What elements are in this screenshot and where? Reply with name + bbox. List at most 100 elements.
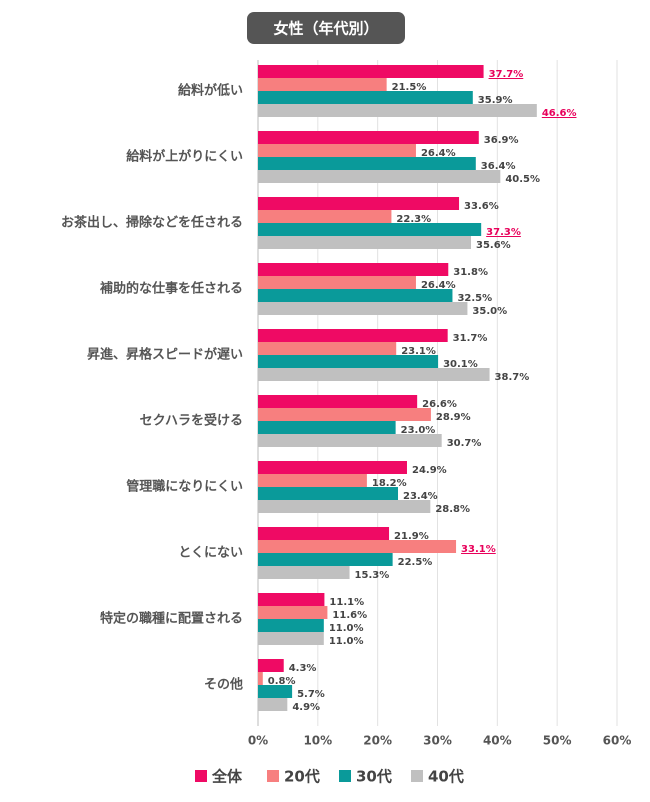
value-label: 0.8%	[268, 676, 296, 687]
title-box	[247, 12, 405, 44]
value-label: 22.5%	[398, 557, 433, 568]
bar	[258, 527, 390, 540]
value-label: 22.3%	[396, 214, 431, 225]
value-label: 4.3%	[289, 663, 317, 674]
legend-swatch	[267, 770, 279, 782]
category-label: とくにない	[178, 546, 243, 561]
bar	[258, 434, 442, 447]
bar	[258, 540, 457, 553]
bar	[258, 342, 397, 355]
value-label: 11.1%	[329, 597, 364, 608]
bar	[258, 170, 501, 183]
bar	[258, 395, 418, 408]
value-label: 38.7%	[495, 372, 530, 383]
bar	[258, 461, 407, 474]
value-label: 18.2%	[372, 478, 407, 489]
x-tick-label: 20%	[363, 734, 392, 748]
value-label: 24.9%	[412, 465, 447, 476]
bar	[258, 144, 416, 157]
bar	[258, 698, 288, 711]
value-label: 37.7%	[489, 69, 524, 80]
category-label: 給料が低い	[178, 83, 243, 99]
value-label: 35.9%	[478, 95, 513, 106]
category-label: 補助的な仕事を任される	[99, 281, 243, 297]
chart-title: 女性（年代別）	[273, 20, 378, 38]
value-label: 11.0%	[329, 623, 364, 634]
value-label: 11.0%	[329, 636, 364, 647]
legend-swatch	[411, 770, 423, 782]
bar	[258, 606, 328, 619]
bar	[258, 408, 431, 421]
x-tick-label: 10%	[303, 734, 332, 748]
category-label: 昇進、昇格スピードが遅い	[87, 347, 243, 363]
value-label: 21.5%	[392, 82, 427, 93]
value-label: 35.0%	[472, 306, 507, 317]
value-label: 23.1%	[401, 346, 436, 357]
value-label: 26.4%	[421, 148, 456, 159]
bar	[258, 131, 479, 144]
category-label: 管理職になりにくい	[126, 479, 243, 495]
value-label: 26.6%	[422, 399, 457, 410]
value-label: 11.6%	[332, 610, 367, 621]
bar	[258, 421, 396, 434]
bar	[258, 223, 482, 236]
x-tick-label: 30%	[423, 734, 452, 748]
bar	[258, 474, 367, 487]
bar	[258, 157, 476, 170]
bar	[258, 329, 448, 342]
category-label: セクハラを受ける	[140, 413, 243, 429]
value-label: 28.9%	[436, 412, 471, 423]
legend-label: 30代	[356, 768, 392, 786]
value-label: 23.0%	[401, 425, 436, 436]
value-label: 30.1%	[443, 359, 478, 370]
value-label: 30.7%	[447, 438, 482, 449]
value-label: 26.4%	[421, 280, 456, 291]
bar	[258, 632, 324, 645]
value-label: 28.8%	[435, 504, 470, 515]
bar	[258, 368, 490, 381]
legend-label: 全体	[211, 768, 243, 786]
bar	[258, 276, 416, 289]
bar	[258, 672, 263, 685]
value-label: 23.4%	[403, 491, 438, 502]
value-label: 35.6%	[476, 240, 511, 251]
value-label: 31.7%	[453, 333, 488, 344]
value-label: 15.3%	[355, 570, 390, 581]
value-label: 40.5%	[505, 174, 540, 185]
value-label: 33.1%	[461, 544, 496, 555]
category-label: お茶出し、掃除などを任される	[61, 215, 243, 231]
bar	[258, 263, 449, 276]
bar	[258, 210, 392, 223]
bar	[258, 659, 284, 672]
bar	[258, 685, 293, 698]
bar	[258, 236, 472, 249]
value-label: 36.4%	[481, 161, 516, 172]
bar	[258, 593, 325, 606]
bar	[258, 566, 350, 579]
bar	[258, 104, 537, 117]
x-tick-label: 60%	[603, 734, 632, 748]
value-label: 36.9%	[484, 135, 519, 146]
value-label: 37.3%	[486, 227, 521, 238]
bar	[258, 65, 484, 78]
value-label: 21.9%	[394, 531, 429, 542]
value-label: 33.6%	[464, 201, 499, 212]
value-label: 46.6%	[542, 108, 577, 119]
bar	[258, 500, 431, 513]
x-tick-label: 0%	[248, 734, 268, 748]
legend-swatch	[339, 770, 351, 782]
bar	[258, 619, 324, 632]
legend-label: 40代	[428, 768, 464, 786]
legend-label: 20代	[284, 768, 320, 786]
bar	[258, 487, 399, 500]
category-label: 給料が上がりにくい	[126, 149, 243, 165]
value-label: 32.5%	[457, 293, 492, 304]
value-label: 31.8%	[453, 267, 488, 278]
bar	[258, 355, 439, 368]
x-tick-label: 50%	[543, 734, 572, 748]
category-label: 特定の職種に配置される	[100, 611, 243, 627]
value-label: 5.7%	[297, 689, 325, 700]
bar	[258, 197, 460, 210]
bar	[258, 91, 473, 104]
